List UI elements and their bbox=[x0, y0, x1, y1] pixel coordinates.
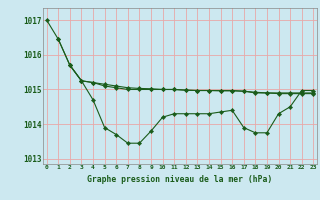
X-axis label: Graphe pression niveau de la mer (hPa): Graphe pression niveau de la mer (hPa) bbox=[87, 175, 273, 184]
